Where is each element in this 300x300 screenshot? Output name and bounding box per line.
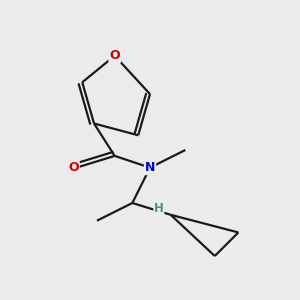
Text: O: O	[110, 49, 120, 62]
Text: O: O	[68, 161, 79, 174]
Text: H: H	[154, 202, 164, 215]
Text: N: N	[145, 161, 155, 174]
